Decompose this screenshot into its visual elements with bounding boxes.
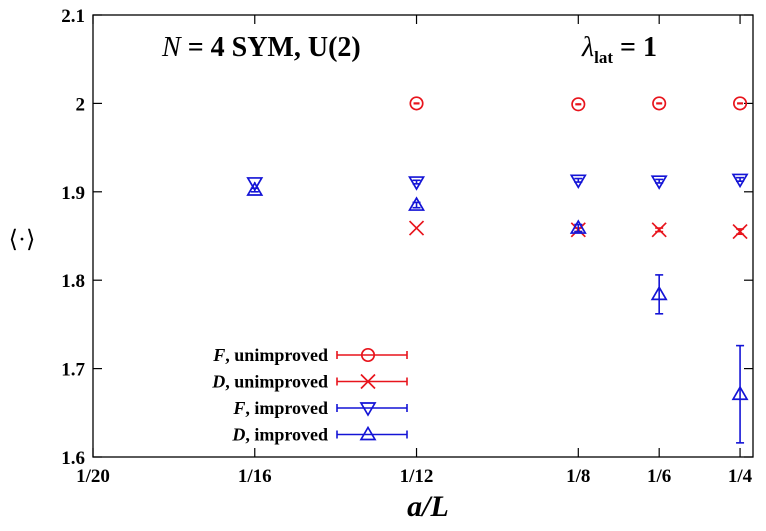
chart-title-left: N = 4 SYM, U(2): [161, 32, 361, 63]
x-tick-label: 1/6: [647, 466, 671, 487]
legend-entry-label: F, improved: [232, 398, 328, 418]
x-tick-label: 1/12: [400, 466, 434, 487]
point-series-3: [408, 176, 426, 191]
point-series-1: [652, 96, 667, 111]
point-series-3: [246, 177, 264, 192]
point-series-4: [408, 196, 426, 211]
x-tick-label: 1/20: [76, 466, 110, 487]
legend-label-italic: D: [231, 425, 245, 445]
x-tick-label: 1/8: [566, 466, 590, 487]
point-series-1: [733, 96, 748, 111]
title-right-rest: = 1: [613, 32, 657, 63]
point-series-4: [731, 385, 749, 401]
legend-entry-label: F, unimproved: [212, 345, 328, 365]
y-axis-label: ⟨·⟩: [9, 227, 36, 253]
legend-label-rest: , unimproved: [225, 372, 328, 392]
x-tick-label: 1/16: [238, 466, 272, 487]
y-tick-label: 1.7: [61, 360, 85, 381]
legend-marker: [359, 425, 377, 441]
point-series-4: [650, 285, 668, 301]
point-series-4: [569, 219, 587, 234]
legend-label-rest: , improved: [245, 425, 328, 445]
legend-marker: [360, 347, 376, 363]
legend-marker: [360, 373, 376, 390]
legend-entry-label: D, improved: [231, 425, 328, 445]
ticks-layer: 1.6 1.7 1.8 1.9 2 2.1 1/20 1/16 1/12 1/8 1/6 1/4: [61, 6, 753, 487]
point-series-1: [571, 97, 586, 112]
legend-label-italic: F: [212, 345, 225, 365]
point-series-3: [731, 173, 749, 189]
y-tick-label: 1.9: [61, 183, 85, 204]
point-series-3: [650, 175, 668, 190]
point-series-2: [408, 220, 425, 236]
point-series-2: [651, 222, 667, 238]
x-axis-label: a/L: [407, 490, 449, 523]
y-tick-label: 2.1: [61, 6, 85, 27]
x-tick-label: 1/4: [728, 466, 753, 487]
point-series-3: [569, 174, 587, 189]
plot-frame: [92, 14, 754, 458]
title-left-rest: = 4 SYM, U(2): [181, 32, 361, 63]
legend-label-rest: , unimproved: [225, 345, 328, 365]
point-series-4: [246, 181, 264, 196]
marks-layer: [246, 96, 749, 444]
y-tick-label: 1.8: [61, 271, 85, 292]
legend-label-italic: D: [211, 372, 225, 392]
legend-marker: [359, 402, 377, 417]
title-left-calligraphic: N: [161, 32, 182, 63]
legend-label-italic: F: [232, 398, 245, 418]
y-tick-label: 2: [76, 94, 86, 115]
legend-entry-label: D, unimproved: [211, 372, 328, 392]
y-tick-label: 1.6: [61, 448, 85, 469]
title-right-subscript: lat: [594, 48, 613, 67]
chart-title-right: λlat = 1: [581, 32, 657, 67]
title-right-lambda: λ: [581, 32, 594, 63]
point-series-2: [732, 223, 748, 240]
point-series-1: [409, 96, 424, 111]
legend-label-rest: , improved: [245, 398, 328, 418]
